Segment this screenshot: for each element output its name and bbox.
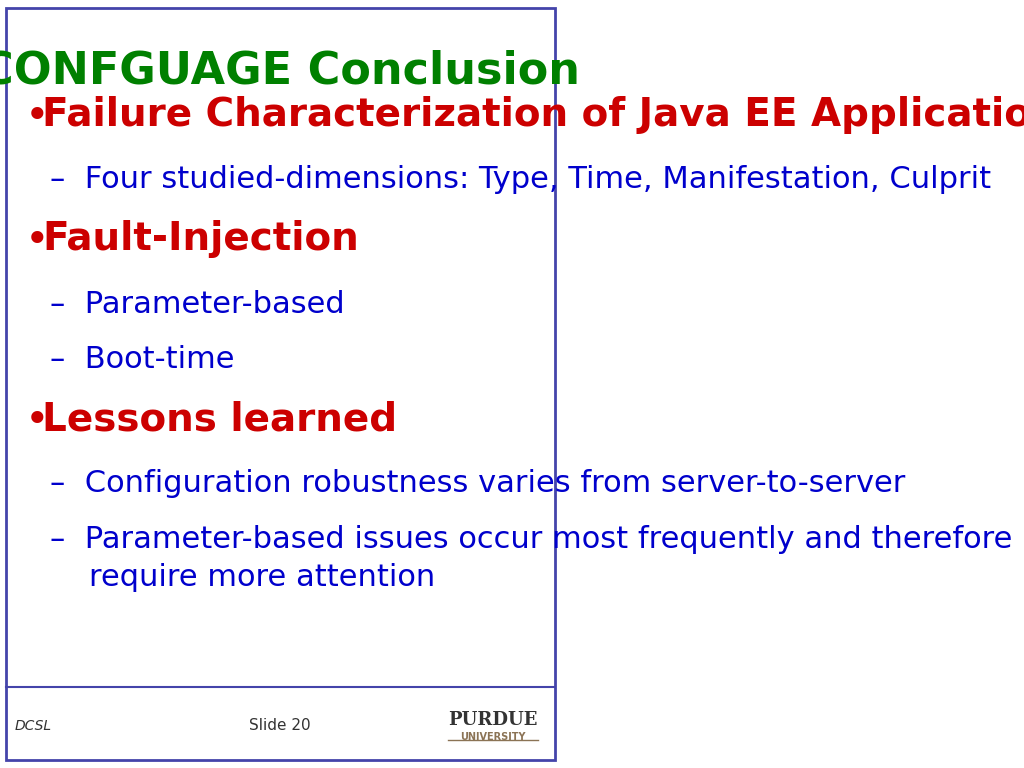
Text: PURDUE: PURDUE: [449, 711, 538, 730]
Text: –  Parameter-based: – Parameter-based: [50, 290, 345, 319]
Text: CONFGUAGE Conclusion: CONFGUAGE Conclusion: [0, 50, 580, 93]
Text: •: •: [26, 400, 50, 442]
Text: –  Four studied-dimensions: Type, Time, Manifestation, Culprit: – Four studied-dimensions: Type, Time, M…: [50, 165, 991, 194]
Text: DCSL: DCSL: [15, 719, 52, 733]
Text: Slide 20: Slide 20: [250, 718, 311, 733]
Text: Failure Characterization of Java EE Application Servers: Failure Characterization of Java EE Appl…: [42, 96, 1024, 134]
Text: UNIVERSITY: UNIVERSITY: [461, 732, 526, 743]
Text: Fault-Injection: Fault-Injection: [42, 220, 358, 258]
Text: •: •: [26, 96, 50, 138]
Text: –  Boot-time: – Boot-time: [50, 345, 234, 374]
Text: •: •: [26, 220, 50, 263]
FancyBboxPatch shape: [5, 8, 555, 760]
Text: –  Configuration robustness varies from server-to-server: – Configuration robustness varies from s…: [50, 469, 906, 498]
Text: Lessons learned: Lessons learned: [42, 400, 397, 438]
Text: –  Parameter-based issues occur most frequently and therefore
    require more a: – Parameter-based issues occur most freq…: [50, 525, 1013, 591]
